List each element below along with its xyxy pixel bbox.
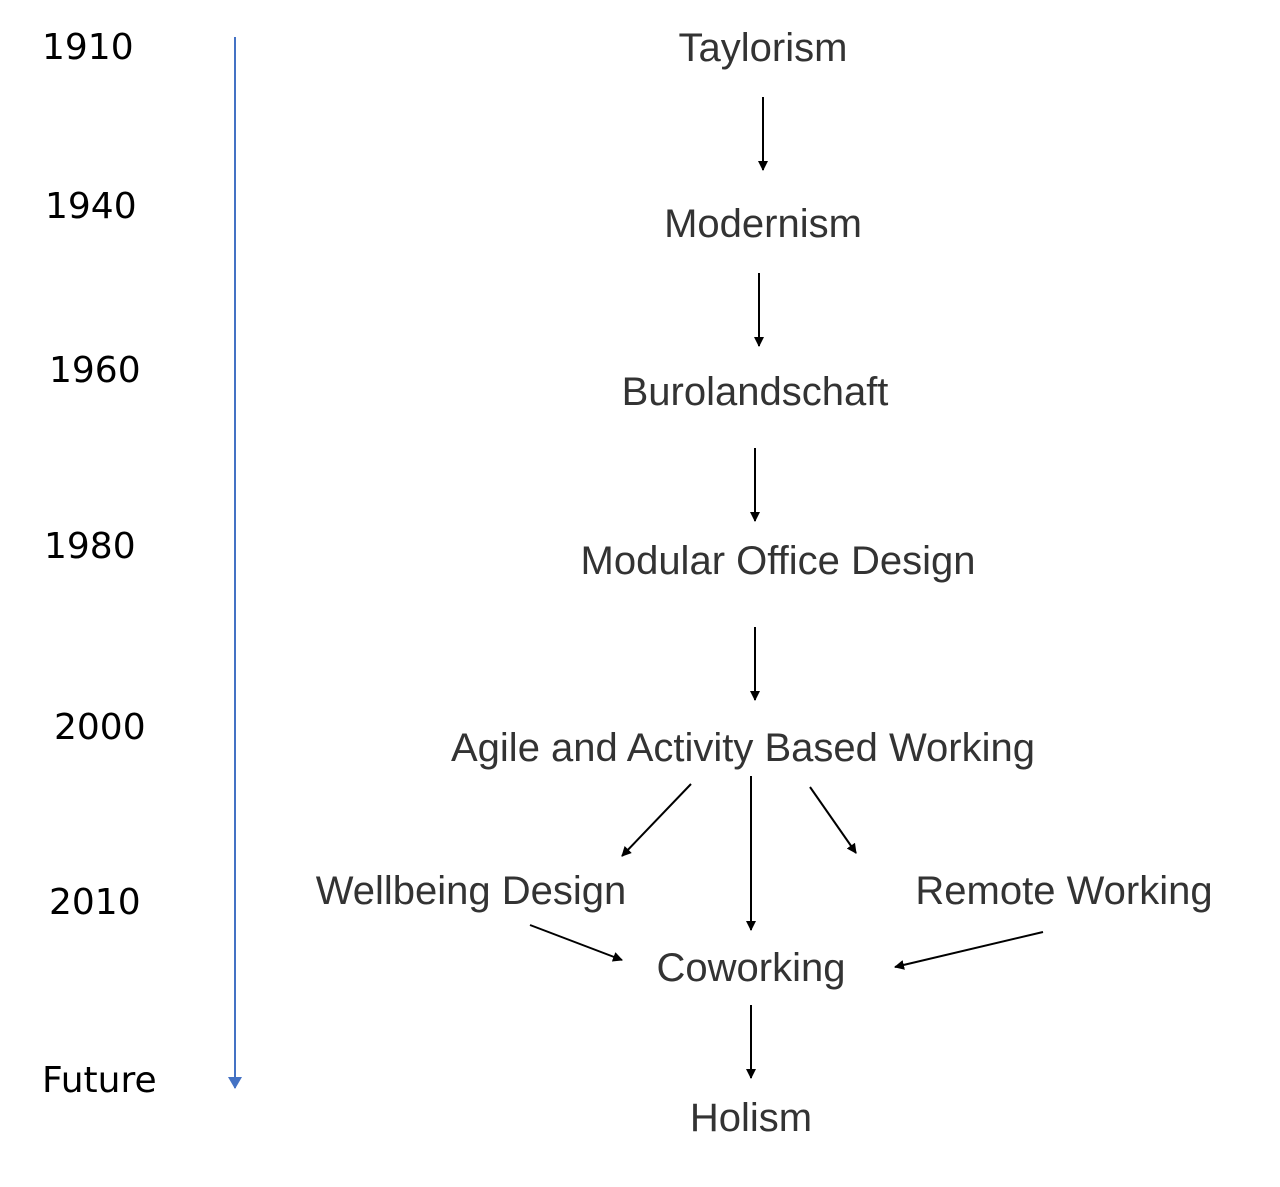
node-coworking: Coworking [656, 946, 846, 990]
node-modular-office-design: Modular Office Design [580, 539, 976, 583]
node-wellbeing-design: Wellbeing Design [315, 869, 627, 913]
edge-wellbeing-coworking [529, 924, 623, 962]
year-label-1960: 1960 [49, 350, 141, 391]
node-holism: Holism [689, 1096, 813, 1140]
year-label-future: Future [42, 1060, 157, 1101]
edge-agile-remote [809, 786, 857, 854]
edge-agile-wellbeing [621, 783, 692, 857]
year-label-1980: 1980 [44, 526, 136, 567]
node-burolandschaft: Burolandschaft [621, 370, 889, 414]
node-remote-working: Remote Working [915, 869, 1213, 913]
year-label-1910: 1910 [42, 27, 134, 68]
node-modernism: Modernism [664, 202, 862, 246]
node-taylorism: Taylorism [678, 26, 848, 70]
node-agile-activity-based-working: Agile and Activity Based Working [450, 726, 1036, 770]
year-label-1940: 1940 [45, 186, 137, 227]
year-label-2000: 2000 [54, 707, 146, 748]
edge-remote-coworking [894, 931, 1044, 970]
year-label-2010: 2010 [49, 882, 141, 923]
